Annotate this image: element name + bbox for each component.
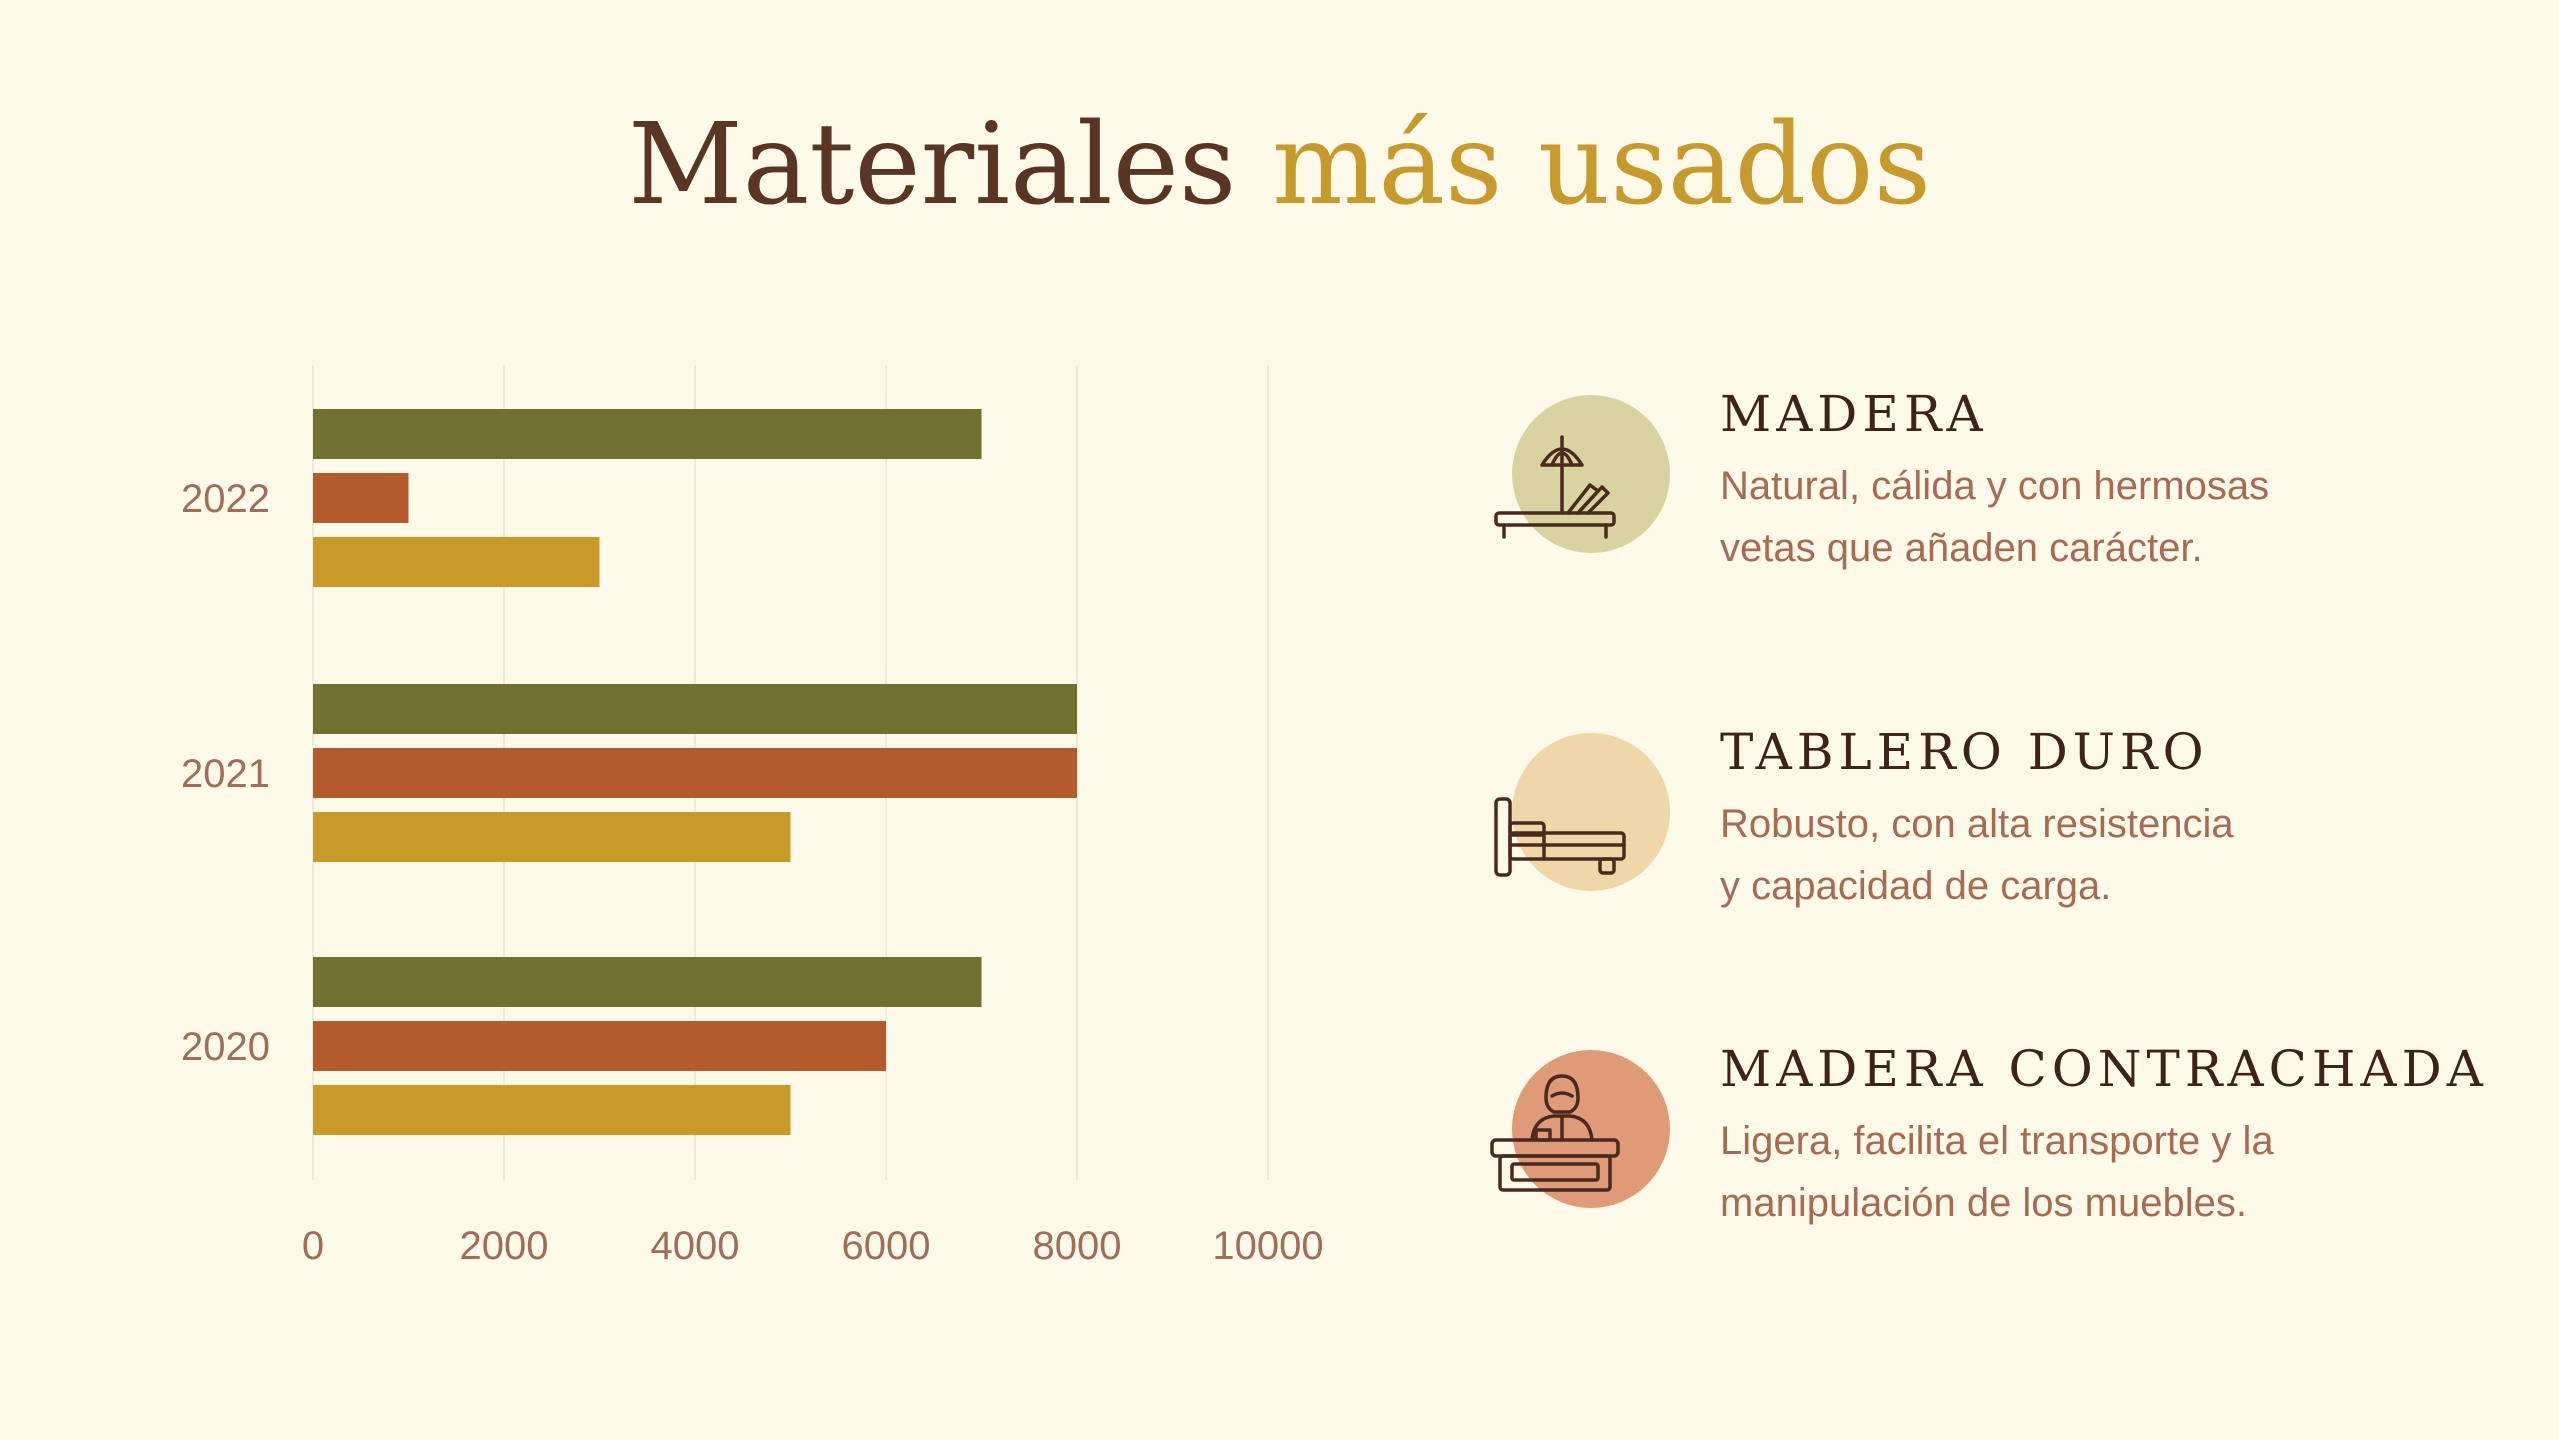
x-tick-label: 2000 bbox=[460, 1224, 549, 1268]
legend-desc-line: Natural, cálida y con hermosas bbox=[1720, 464, 2270, 508]
legend-desc-line: y capacidad de carga. bbox=[1720, 864, 2112, 908]
bar bbox=[313, 473, 409, 523]
legend-description: Ligera, facilita el transporte y la mani… bbox=[1720, 1110, 2480, 1234]
sun-lounger-umbrella-icon bbox=[1494, 435, 1616, 539]
y-category-label: 2020 bbox=[181, 1025, 270, 1069]
x-tick-label: 0 bbox=[302, 1224, 324, 1268]
bar bbox=[313, 684, 1077, 734]
legend-desc-line: vetas que añaden carácter. bbox=[1720, 526, 2203, 570]
legend-description: Natural, cálida y con hermosas vetas que… bbox=[1720, 455, 2480, 579]
bar bbox=[313, 957, 982, 1007]
bar bbox=[313, 1021, 886, 1071]
bar bbox=[313, 1085, 791, 1135]
legend-heading: MADERA bbox=[1720, 385, 1988, 443]
legend-desc-line: Robusto, con alta resistencia bbox=[1720, 802, 2234, 846]
legend-item-madera: MADERA Natural, cálida y con hermosas ve… bbox=[1490, 385, 2490, 645]
bar bbox=[313, 537, 600, 587]
legend-heading: MADERA CONTRACHADA bbox=[1720, 1040, 2488, 1098]
y-category-label: 2021 bbox=[181, 752, 270, 796]
legend-item-tablero-duro: TABLERO DURO Robusto, con alta resistenc… bbox=[1490, 723, 2490, 983]
page-title: Materiales más usados bbox=[0, 90, 2559, 240]
x-tick-label: 4000 bbox=[651, 1224, 740, 1268]
legend-heading: TABLERO DURO bbox=[1720, 723, 2209, 781]
title-accent: más usados bbox=[1272, 100, 1932, 230]
legend-desc-line: Ligera, facilita el transporte y la bbox=[1720, 1119, 2274, 1163]
bar bbox=[313, 812, 791, 862]
legend-description: Robusto, con alta resistencia y capacida… bbox=[1720, 793, 2480, 917]
legend-circle bbox=[1512, 733, 1670, 891]
bed-icon bbox=[1494, 797, 1626, 877]
y-category-label: 2022 bbox=[181, 477, 270, 521]
title-main: Materiales bbox=[627, 100, 1237, 230]
x-tick-label: 10000 bbox=[1212, 1224, 1323, 1268]
legend-desc-line: manipulación de los muebles. bbox=[1720, 1181, 2247, 1225]
bar-chart: 0 2000 4000 6000 8000 10000 2020 2021 2022 bbox=[181, 365, 1324, 1268]
legend-item-madera-contrachada: MADERA CONTRACHADA Ligera, facilita el t… bbox=[1490, 1040, 2490, 1300]
reception-desk-icon bbox=[1490, 1074, 1620, 1192]
x-tick-label: 8000 bbox=[1033, 1224, 1122, 1268]
bar bbox=[313, 409, 982, 459]
bar bbox=[313, 748, 1077, 798]
x-tick-label: 6000 bbox=[842, 1224, 931, 1268]
